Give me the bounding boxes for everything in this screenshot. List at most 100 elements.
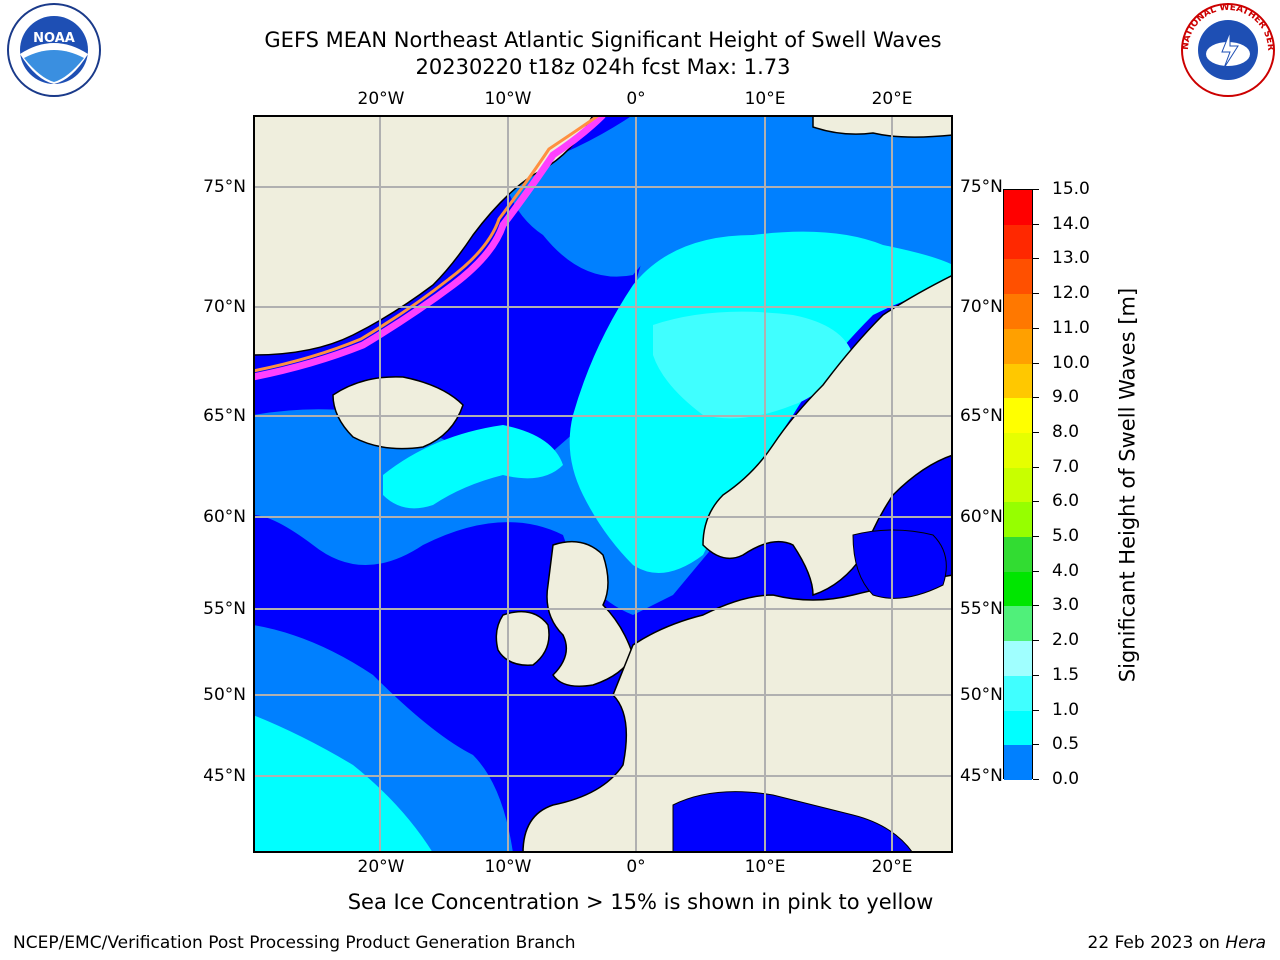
lat-tick-left-70n: 70°N bbox=[203, 297, 246, 317]
lon-tick-bottom-10e: 10°E bbox=[744, 857, 786, 877]
colorbar-tick-label: 14.0 bbox=[1052, 213, 1090, 234]
colorbar-tick-label: 0.5 bbox=[1052, 734, 1080, 755]
swell-band-mid-upper bbox=[503, 115, 953, 277]
lat-tick-left-55n: 55°N bbox=[203, 599, 246, 619]
nws-logo: NATIONAL WEATHER SERVICE bbox=[1178, 2, 1275, 97]
colorbar-tick bbox=[1033, 397, 1039, 399]
colorbar-tick bbox=[1033, 431, 1039, 433]
colorbar-tick-label: 3.0 bbox=[1052, 595, 1080, 616]
colorbar-tick-label: 13.0 bbox=[1052, 248, 1090, 269]
colorbar-segment bbox=[1004, 363, 1032, 399]
lon-tick-bottom-20w: 20°W bbox=[357, 857, 405, 877]
colorbar-segment bbox=[1004, 502, 1032, 538]
footer-host: Hera bbox=[1225, 933, 1266, 953]
colorbar-segment bbox=[1004, 745, 1032, 781]
colorbar-segment bbox=[1004, 259, 1032, 295]
colorbar-tick-label: 1.0 bbox=[1052, 699, 1080, 720]
lat-tick-right-55n: 55°N bbox=[960, 599, 1003, 619]
footer-date-text: 22 Feb 2023 on bbox=[1087, 933, 1226, 953]
lon-tick-top-10w: 10°W bbox=[484, 89, 532, 109]
colorbar-tick bbox=[1033, 674, 1039, 676]
lat-tick-left-65n: 65°N bbox=[203, 406, 246, 426]
lon-tick-top-10e: 10°E bbox=[744, 89, 786, 109]
mediterranean-sea bbox=[672, 791, 914, 853]
footer-credit: NCEP/EMC/Verification Post Processing Pr… bbox=[13, 933, 576, 953]
colorbar-tick bbox=[1033, 536, 1039, 538]
colorbar-tick-label: 15.0 bbox=[1052, 179, 1090, 199]
lat-tick-left-60n: 60°N bbox=[203, 507, 246, 527]
colorbar-tick-label: 11.0 bbox=[1052, 317, 1090, 338]
swell-band-high-southwest bbox=[253, 715, 433, 853]
colorbar-tick bbox=[1033, 605, 1039, 607]
colorbar-segment bbox=[1004, 398, 1032, 434]
colorbar-tick-label: 5.0 bbox=[1052, 526, 1080, 547]
colorbar-segment bbox=[1004, 328, 1032, 365]
noaa-logo-text: NOAA bbox=[33, 31, 75, 46]
colorbar bbox=[1003, 189, 1033, 781]
lon-tick-bottom-10w: 10°W bbox=[484, 857, 532, 877]
colorbar-tick-label: 4.0 bbox=[1052, 560, 1080, 581]
sea-ice-note: Sea Ice Concentration > 15% is shown in … bbox=[347, 890, 934, 914]
swell-height-map bbox=[253, 115, 953, 853]
baltic-sea bbox=[852, 529, 947, 599]
lat-tick-right-50n: 50°N bbox=[960, 685, 1003, 705]
colorbar-segment bbox=[1004, 224, 1032, 260]
colorbar-tick bbox=[1033, 640, 1039, 642]
lon-tick-bottom-20e: 20°E bbox=[871, 857, 913, 877]
lon-tick-bottom-0: 0° bbox=[626, 857, 646, 877]
colorbar-tick bbox=[1033, 466, 1039, 468]
colorbar-tick-label: 6.0 bbox=[1052, 491, 1080, 512]
colorbar-tick-label: 12.0 bbox=[1052, 283, 1090, 304]
colorbar-tick-label: 9.0 bbox=[1052, 387, 1080, 408]
colorbar-tick bbox=[1033, 258, 1039, 260]
sea-ice-edge bbox=[253, 115, 606, 381]
swell-band-high-west bbox=[383, 425, 563, 509]
colorbar-segment bbox=[1004, 571, 1032, 607]
colorbar-tick-label: 0.0 bbox=[1052, 769, 1080, 789]
lon-tick-top-20w: 20°W bbox=[357, 89, 405, 109]
colorbar-segment bbox=[1004, 294, 1032, 330]
lat-tick-left-45n: 45°N bbox=[203, 766, 246, 786]
lat-tick-right-75n: 75°N bbox=[960, 177, 1003, 197]
britain-land bbox=[546, 540, 634, 687]
colorbar-segment bbox=[1004, 710, 1032, 746]
colorbar-tick bbox=[1033, 779, 1039, 780]
colorbar-tick-label: 1.5 bbox=[1052, 664, 1080, 685]
colorbar-title: Significant Height of Swell Waves [m] bbox=[1115, 287, 1140, 683]
swell-band-highest bbox=[653, 311, 853, 419]
colorbar-tick bbox=[1033, 223, 1039, 225]
colorbar-segment bbox=[1004, 432, 1032, 469]
colorbar-tick bbox=[1033, 570, 1039, 572]
colorbar-segment bbox=[1004, 675, 1032, 712]
colorbar-segment bbox=[1004, 190, 1032, 226]
colorbar-tick-label: 8.0 bbox=[1052, 421, 1080, 442]
colorbar-segment bbox=[1004, 606, 1032, 642]
iceland-land bbox=[332, 376, 464, 450]
noaa-logo: NOAA bbox=[7, 3, 101, 97]
lon-tick-top-20e: 20°E bbox=[871, 89, 913, 109]
chart-subtitle: 20230220 t18z 024h fcst Max: 1.73 bbox=[415, 55, 791, 79]
lat-tick-right-45n: 45°N bbox=[960, 766, 1003, 786]
lat-tick-left-75n: 75°N bbox=[203, 177, 246, 197]
colorbar-tick-label: 7.0 bbox=[1052, 456, 1080, 477]
lat-tick-right-70n: 70°N bbox=[960, 297, 1003, 317]
graticule bbox=[253, 115, 953, 853]
footer-date: 22 Feb 2023 on Hera bbox=[1088, 933, 1266, 953]
colorbar-segment bbox=[1004, 467, 1032, 503]
lat-tick-left-50n: 50°N bbox=[203, 685, 246, 705]
lat-tick-right-60n: 60°N bbox=[960, 507, 1003, 527]
chart-title: GEFS MEAN Northeast Atlantic Significant… bbox=[264, 28, 942, 52]
colorbar-tick bbox=[1033, 327, 1039, 329]
lon-tick-top-0: 0° bbox=[626, 89, 646, 109]
colorbar-tick bbox=[1033, 189, 1039, 190]
colorbar-tick-label: 2.0 bbox=[1052, 630, 1080, 651]
lat-tick-right-65n: 65°N bbox=[960, 406, 1003, 426]
sea-ice-edge-inner bbox=[253, 115, 600, 373]
colorbar-tick bbox=[1033, 744, 1039, 746]
colorbar-segment bbox=[1004, 537, 1032, 573]
colorbar-tick-label: 10.0 bbox=[1052, 352, 1090, 373]
colorbar-tick bbox=[1033, 501, 1039, 503]
colorbar-segment bbox=[1004, 641, 1032, 677]
colorbar-tick bbox=[1033, 362, 1039, 364]
colorbar-tick bbox=[1033, 709, 1039, 711]
